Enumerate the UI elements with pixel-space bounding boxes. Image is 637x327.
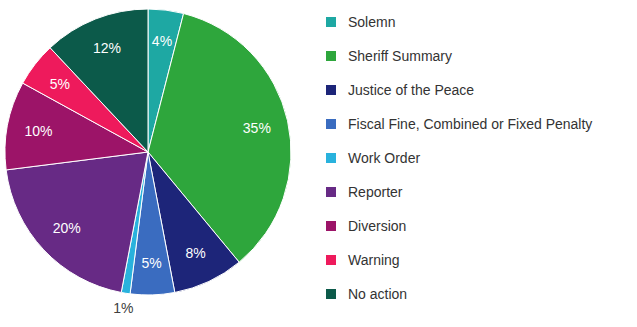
legend-label: Sheriff Summary [348, 48, 452, 64]
legend-label: Diversion [348, 218, 406, 234]
pie [5, 9, 291, 295]
legend-item: Fiscal Fine, Combined or Fixed Penalty [326, 116, 592, 132]
legend-item: Diversion [326, 218, 406, 234]
legend-item: Work Order [326, 150, 420, 166]
legend: Solemn Sheriff Summary Justice of the Peac… [326, 14, 592, 302]
chart: 4% 35% 8% 5% 1% 20% 10% 5% 12% Solemn Sheriff Summ… [0, 0, 637, 327]
pie-slice [6, 152, 148, 292]
legend-label: Reporter [348, 184, 403, 200]
data-label: 20% [53, 220, 81, 236]
data-label: 12% [93, 40, 121, 56]
legend-swatch [326, 85, 336, 95]
data-label: 4% [152, 33, 172, 49]
legend-swatch [326, 119, 336, 129]
legend-swatch [326, 17, 336, 27]
legend-label: Justice of the Peace [348, 82, 474, 98]
legend-swatch [326, 187, 336, 197]
legend-label: Solemn [348, 14, 395, 30]
data-label: 35% [243, 120, 271, 136]
legend-swatch [326, 153, 336, 163]
data-label: 1% [113, 300, 133, 316]
legend-item: Reporter [326, 184, 403, 200]
pie-slice [50, 9, 148, 152]
legend-swatch [326, 255, 336, 265]
data-label: 5% [141, 255, 161, 271]
legend-label: No action [348, 286, 407, 302]
data-label: 8% [185, 245, 205, 261]
legend-item: Justice of the Peace [326, 82, 474, 98]
legend-swatch [326, 51, 336, 61]
legend-label: Work Order [348, 150, 420, 166]
data-labels: 4% 35% 8% 5% 1% 20% 10% 5% 12% [24, 33, 270, 316]
legend-label: Warning [348, 252, 400, 268]
data-label: 10% [24, 123, 52, 139]
legend-swatch [326, 289, 336, 299]
legend-label: Fiscal Fine, Combined or Fixed Penalty [348, 116, 592, 132]
data-label: 5% [50, 76, 70, 92]
legend-item: Sheriff Summary [326, 48, 452, 64]
legend-item: Warning [326, 252, 400, 268]
legend-swatch [326, 221, 336, 231]
legend-item: No action [326, 286, 407, 302]
legend-item: Solemn [326, 14, 395, 30]
